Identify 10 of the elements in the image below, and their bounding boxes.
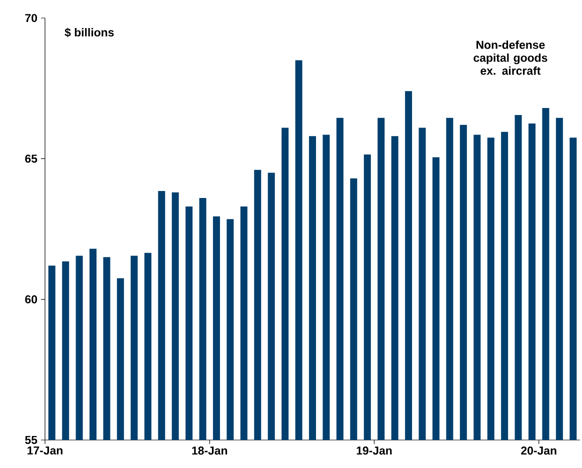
y-tick-label: 55 [25,436,38,444]
x-tick-label: 19-Jan [356,446,392,455]
y-tick-label: 60 [25,295,38,304]
x-tick-label: 17-Jan [28,446,62,455]
text: Non-defense capital goods ex. aircraft [474,40,548,75]
y-tick-label: 65 [25,154,38,163]
y-tick-label: 70 [25,14,38,22]
x-tick-label: 20-Jan [521,446,556,455]
x-tick-label: 18-Jan [192,446,228,455]
y-axis-title: $ billions [64,28,114,38]
